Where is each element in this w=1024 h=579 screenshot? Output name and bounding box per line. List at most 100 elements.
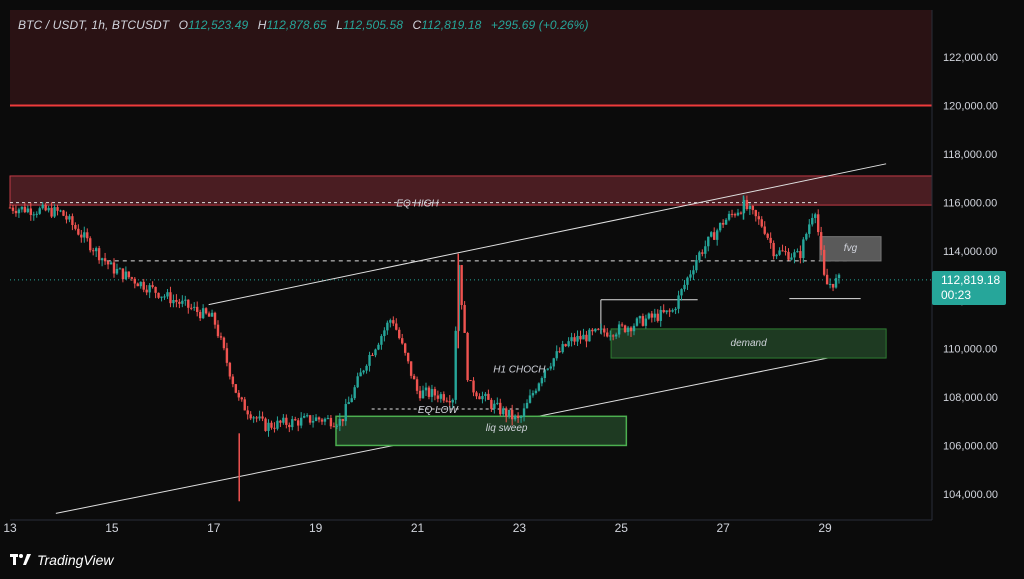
candle-body bbox=[201, 308, 205, 319]
candle-body bbox=[781, 250, 784, 252]
candle-body bbox=[710, 232, 713, 237]
tradingview-logo[interactable]: TradingView bbox=[10, 552, 114, 568]
candle-body bbox=[374, 349, 377, 356]
candle-body bbox=[118, 268, 122, 270]
candle-body bbox=[365, 365, 368, 371]
candle-body bbox=[53, 207, 56, 217]
candle-body bbox=[623, 325, 627, 333]
candle-body bbox=[415, 379, 419, 391]
candle-body bbox=[493, 403, 496, 409]
y-tick-label: 116,000.00 bbox=[943, 198, 997, 210]
candle-body bbox=[775, 254, 778, 257]
candle-body bbox=[582, 334, 585, 340]
candle-body bbox=[701, 252, 704, 254]
y-tick-label: 114,000.00 bbox=[943, 246, 997, 258]
candle-body bbox=[109, 262, 113, 265]
candle-body bbox=[386, 322, 389, 331]
candle-body bbox=[157, 292, 160, 298]
candle-body bbox=[243, 399, 246, 411]
candle-body bbox=[56, 207, 59, 211]
candle-body bbox=[273, 427, 276, 429]
candle-body bbox=[516, 415, 520, 418]
candle-body bbox=[754, 210, 758, 217]
candle-body bbox=[97, 248, 101, 261]
candle-body bbox=[576, 335, 579, 342]
candle-body bbox=[216, 324, 220, 337]
candle-body bbox=[210, 312, 214, 317]
candle-body bbox=[451, 399, 454, 403]
candle-body bbox=[297, 420, 300, 426]
candle-body bbox=[502, 408, 505, 415]
candle-body bbox=[193, 306, 196, 308]
candle-body bbox=[769, 237, 772, 243]
high-label: H bbox=[257, 18, 267, 32]
candle-body bbox=[11, 207, 15, 211]
close-label: C bbox=[412, 18, 422, 32]
candle-body bbox=[175, 299, 178, 302]
candle-body bbox=[308, 415, 312, 423]
x-tick-label: 23 bbox=[513, 521, 527, 535]
candle-body bbox=[579, 335, 582, 340]
candle-body bbox=[790, 257, 793, 260]
candle-body bbox=[299, 417, 303, 426]
candle-body bbox=[320, 419, 324, 422]
candle-body bbox=[395, 323, 398, 330]
candle-body bbox=[23, 206, 27, 213]
candle-body bbox=[594, 328, 597, 332]
candle-body bbox=[249, 414, 252, 419]
candle-body bbox=[591, 329, 594, 332]
candle-body bbox=[270, 422, 273, 428]
candle-body bbox=[130, 277, 134, 279]
candle-body bbox=[225, 348, 229, 363]
candle-body bbox=[181, 300, 184, 304]
candle-body bbox=[611, 335, 615, 337]
candle-body bbox=[825, 274, 829, 285]
candle-body bbox=[650, 313, 654, 318]
candle-body bbox=[641, 316, 645, 326]
candle-body bbox=[653, 313, 656, 318]
candle-body bbox=[490, 399, 493, 409]
candle-body bbox=[555, 351, 558, 359]
candle-body bbox=[674, 308, 677, 311]
candle-body bbox=[540, 378, 544, 384]
candle-body bbox=[326, 417, 330, 419]
candle-body bbox=[763, 226, 766, 234]
candle-body bbox=[234, 384, 238, 393]
candle-body bbox=[680, 289, 683, 296]
candle-body bbox=[133, 278, 136, 284]
candle-body bbox=[671, 310, 674, 312]
candle-body bbox=[635, 318, 639, 326]
candle-body bbox=[94, 248, 98, 252]
candle-body bbox=[543, 369, 547, 379]
candle-body bbox=[484, 393, 487, 396]
candle-body bbox=[739, 212, 743, 214]
candle-body bbox=[160, 296, 163, 298]
x-tick-label: 17 bbox=[207, 521, 221, 535]
low-value: 112,505.58 bbox=[342, 18, 404, 32]
candle-body bbox=[8, 207, 12, 209]
candle-body bbox=[478, 396, 481, 400]
candle-body bbox=[698, 252, 701, 261]
candle-body bbox=[499, 402, 502, 415]
candle-body bbox=[418, 390, 422, 399]
candle-body bbox=[793, 252, 796, 258]
x-tick-label: 27 bbox=[716, 521, 730, 535]
candle-body bbox=[86, 232, 89, 239]
demand-zone bbox=[610, 328, 887, 359]
candle-body bbox=[398, 329, 401, 339]
candle-body bbox=[83, 232, 86, 238]
candle-body bbox=[475, 392, 478, 397]
candle-body bbox=[427, 387, 431, 397]
candle-body bbox=[626, 327, 630, 333]
candle-body bbox=[282, 417, 285, 423]
candle-body bbox=[139, 281, 142, 287]
candle-body bbox=[546, 368, 550, 370]
candle-body bbox=[47, 207, 50, 211]
candle-body bbox=[609, 335, 612, 337]
candle-body bbox=[59, 210, 62, 212]
y-tick-label: 106,000.00 bbox=[943, 440, 998, 452]
candle-body bbox=[291, 419, 294, 428]
candle-body bbox=[347, 402, 350, 405]
candle-body bbox=[796, 251, 799, 253]
